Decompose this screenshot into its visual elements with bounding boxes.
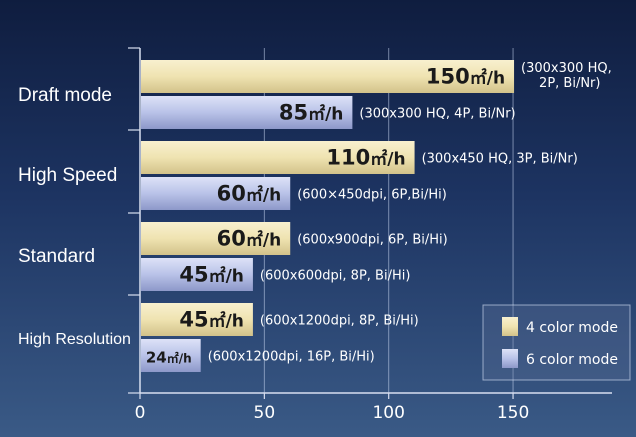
legend-label-0: 4 color mode bbox=[526, 320, 618, 336]
legend-swatch-1 bbox=[502, 349, 518, 368]
value-label-s0-0: 150㎡/h bbox=[426, 65, 505, 89]
value-label-s1-0: 85㎡/h bbox=[279, 101, 344, 125]
category-label-3: High Resolution bbox=[18, 331, 131, 348]
legend: 4 color mode 6 color mode bbox=[482, 304, 631, 381]
value-label-s0-3: 45㎡/h bbox=[179, 308, 244, 332]
note-s1-0: (300x300 HQ, 4P, Bi/Nr) bbox=[359, 107, 515, 122]
bar-s0-0 bbox=[141, 60, 515, 93]
bar-s1-1 bbox=[141, 177, 291, 210]
axis-layer: 0 50 100 150 bbox=[128, 47, 612, 423]
value-label-s1-1: 60㎡/h bbox=[217, 182, 282, 206]
note-s0-1: (300x450 HQ, 3P, Bi/Nr) bbox=[422, 152, 578, 167]
category-label-1: High Speed bbox=[18, 165, 117, 186]
bar-s0-1 bbox=[141, 141, 415, 174]
label-layer: Draft mode High Speed Standard High Resolut… bbox=[18, 61, 612, 367]
category-label-0: Draft mode bbox=[18, 85, 112, 106]
x-tick-label-50: 50 bbox=[254, 403, 276, 423]
note-s1-1: (600×450dpi, 6P,Bi/Hi) bbox=[297, 188, 447, 203]
x-tick-label-150: 150 bbox=[497, 403, 529, 423]
bar-s0-2 bbox=[141, 222, 291, 255]
value-label-s0-1: 110㎡/h bbox=[326, 146, 405, 170]
value-label-s1-3: 24㎡/h bbox=[146, 349, 192, 367]
note-s0-3: (600x1200dpi, 8P, Bi/Hi) bbox=[260, 314, 419, 329]
bar-s1-3 bbox=[141, 339, 201, 372]
legend-box bbox=[482, 304, 631, 381]
x-tick-label-0: 0 bbox=[135, 403, 146, 423]
legend-swatch-0 bbox=[502, 317, 518, 336]
bar-s1-2 bbox=[141, 258, 253, 291]
bar-layer bbox=[141, 60, 515, 372]
note-s1-2: (600x600dpi, 8P, Bi/Hi) bbox=[260, 269, 411, 284]
value-label-s0-2: 60㎡/h bbox=[217, 227, 282, 251]
bar-s0-3 bbox=[141, 303, 253, 336]
legend-label-1: 6 color mode bbox=[526, 352, 618, 368]
note-s0-2: (600x900dpi, 6P, Bi/Hi) bbox=[297, 233, 448, 248]
x-tick-label-100: 100 bbox=[372, 403, 404, 423]
value-label-s1-2: 45㎡/h bbox=[179, 263, 244, 287]
note-s0-0: (300x300 HQ, 2P, Bi/Nr) bbox=[521, 61, 612, 91]
category-label-2: Standard bbox=[18, 246, 95, 267]
note-s1-3: (600x1200dpi, 16P, Bi/Hi) bbox=[208, 350, 375, 365]
bar-s1-0 bbox=[141, 96, 353, 129]
